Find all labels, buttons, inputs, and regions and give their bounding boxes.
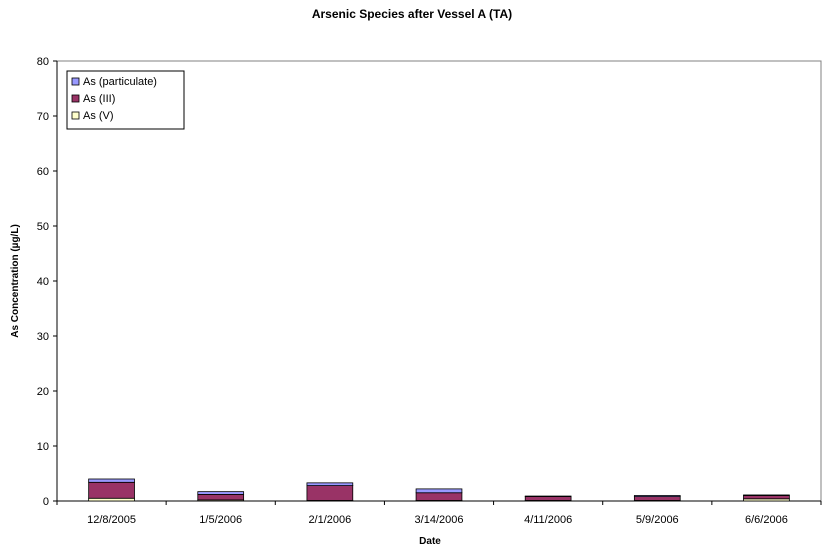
bar-segment [197, 493, 245, 501]
y-tick-label: 50 [37, 221, 49, 233]
legend-label: As (V) [83, 110, 114, 122]
bar-segment [743, 494, 790, 496]
bar-group [88, 478, 135, 502]
bar-segment [524, 496, 572, 501]
x-tick-label: 5/9/2006 [636, 514, 679, 526]
bar-segment [415, 492, 463, 501]
x-tick-label: 1/5/2006 [199, 514, 242, 526]
bar-segment [88, 478, 135, 483]
chart-title: Arsenic Species after Vessel A (TA) [312, 7, 512, 21]
bar-group [306, 482, 354, 502]
bar-segment [197, 491, 245, 495]
bar-segment [88, 481, 135, 499]
y-tick-label: 20 [37, 386, 49, 398]
bar-group [415, 488, 463, 502]
y-tick-label: 10 [37, 441, 49, 453]
legend-swatch [71, 77, 80, 86]
bar-segment [524, 495, 572, 497]
bar-group [524, 495, 572, 502]
bar-segment [633, 496, 681, 501]
bar-segment [633, 495, 681, 498]
y-tick-label: 30 [37, 331, 49, 343]
bar-segment [415, 488, 463, 494]
legend-swatch [71, 94, 80, 103]
plot-frame [56, 60, 822, 502]
x-axis-title: Date [419, 536, 441, 547]
y-tick-label: 60 [37, 166, 49, 178]
y-tick-label: 0 [43, 496, 49, 508]
legend-swatch [71, 111, 80, 120]
y-axis-title: As Concentration (µg/L) [10, 224, 21, 338]
bar-segment [306, 482, 354, 487]
bar-group [633, 495, 681, 502]
x-tick-label: 12/8/2005 [87, 514, 136, 526]
legend-box [66, 70, 185, 130]
x-tick-label: 2/1/2006 [308, 514, 351, 526]
bar-segment [88, 497, 135, 502]
bar-segment [306, 485, 354, 501]
bar-group [743, 494, 790, 502]
x-tick-label: 4/11/2006 [524, 514, 572, 526]
y-tick-label: 80 [37, 56, 49, 68]
x-tick-label: 6/6/2006 [745, 514, 788, 526]
bar-segment [743, 495, 790, 500]
y-tick-label: 70 [37, 111, 49, 123]
legend: As (particulate) As (III) As (V) [66, 70, 185, 130]
plot-area: 0 10 20 30 40 50 60 70 80 12/8/2005 1/5/2006 2/1/20… [37, 56, 822, 526]
legend-label: As (III) [83, 93, 115, 105]
bar-group [197, 491, 245, 502]
legend-label: As (particulate) [83, 76, 157, 88]
x-tick-label: 3/14/2006 [415, 514, 464, 526]
y-tick-label: 40 [37, 276, 49, 288]
